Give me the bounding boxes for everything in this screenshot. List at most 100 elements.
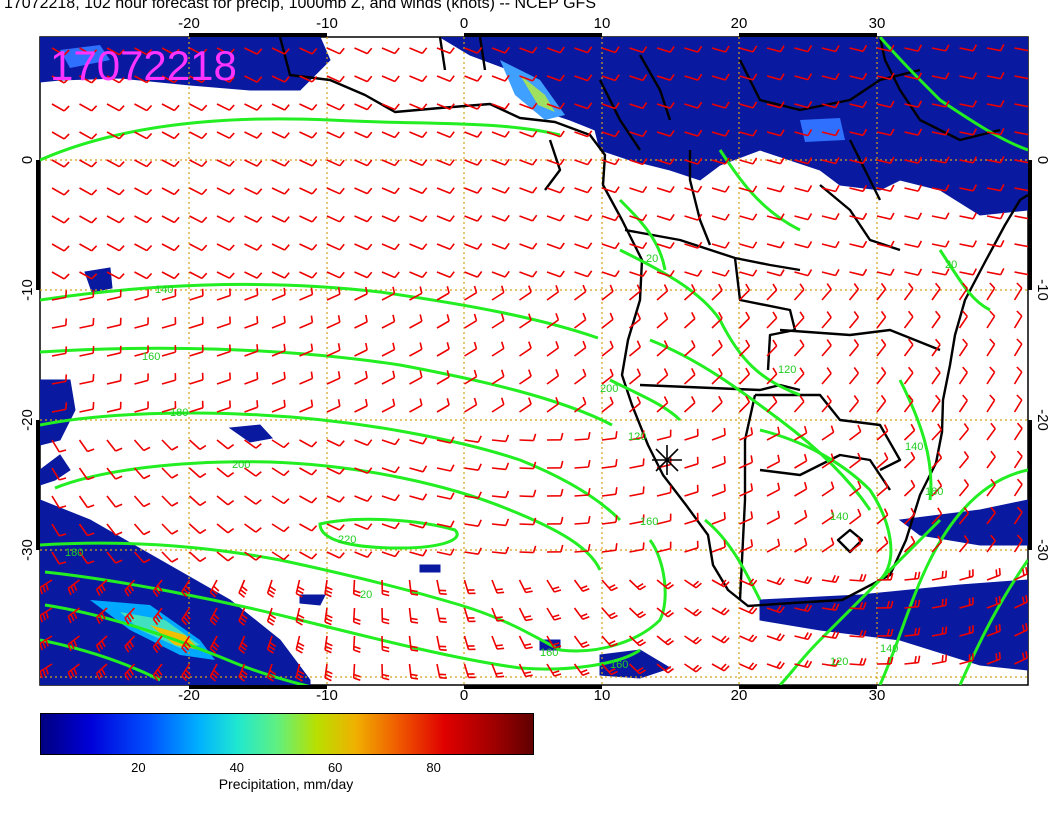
wind-barb [738, 311, 751, 329]
wind-barb [794, 213, 813, 221]
wind-barb [711, 339, 723, 357]
wind-barb [904, 599, 921, 609]
wind-barb [299, 103, 318, 111]
wind-barb [519, 433, 537, 442]
wind-barb [629, 186, 648, 194]
wind-barb [134, 159, 153, 168]
wind-barb [876, 72, 895, 80]
contour-label: 200 [600, 383, 618, 395]
wind-barb [766, 577, 785, 586]
wind-barb [408, 579, 419, 596]
wind-barb [299, 215, 318, 223]
wind-barb [986, 100, 1005, 108]
wind-barb [794, 269, 813, 277]
wind-barb [464, 159, 483, 166]
wind-barb [152, 663, 163, 682]
wind-barb [79, 103, 98, 112]
wind-barb [354, 271, 373, 279]
wind-barb [986, 44, 1005, 52]
wind-barb [959, 653, 974, 665]
wind-barb [931, 423, 943, 441]
wind-barb [189, 271, 208, 280]
wind-barb [903, 423, 916, 441]
wind-barb [711, 101, 730, 109]
wind-barb [601, 270, 620, 278]
wind-barb [574, 242, 593, 250]
wind-barb [299, 187, 318, 195]
wind-barb [931, 128, 950, 136]
wind-barb [244, 75, 263, 83]
wind-barb [931, 212, 950, 220]
wind-barb [546, 74, 565, 82]
wind-barb [189, 75, 208, 84]
wind-barb [519, 270, 538, 278]
wind-barb [876, 100, 895, 108]
wind-barb [986, 568, 1001, 581]
wind-barb [491, 635, 505, 650]
wind-barb [519, 130, 538, 138]
wind-barb [354, 342, 368, 357]
wind-barb [354, 495, 373, 503]
wind-barb [408, 607, 419, 624]
wind-barb [986, 128, 1005, 136]
wind-barb [518, 635, 533, 650]
wind-barb [1013, 422, 1023, 441]
wind-barb [629, 430, 645, 441]
wind-barb [876, 310, 887, 329]
wind-barb [238, 579, 248, 598]
wind-barb [574, 312, 587, 329]
wind-barb [684, 635, 702, 645]
wind-barb [271, 551, 290, 561]
wind-barb [464, 369, 478, 385]
wind-barb [519, 397, 532, 413]
wind-barb [271, 103, 290, 111]
wind-barb [244, 103, 263, 111]
wind-barb [324, 635, 333, 654]
wind-barb [1013, 450, 1023, 469]
wind-barb [491, 579, 505, 594]
wind-barb [51, 131, 70, 140]
wind-barb [216, 372, 231, 385]
wind-barb [409, 398, 423, 413]
wind-barb [684, 663, 702, 673]
wind-barb [711, 157, 730, 165]
wind-barb [629, 486, 645, 497]
wind-barb [352, 635, 361, 653]
wind-barb [574, 74, 593, 82]
wind-barb [739, 634, 758, 643]
wind-barb [876, 338, 887, 357]
wind-barb [738, 339, 751, 357]
wind-barb [711, 185, 730, 193]
wind-barb [958, 366, 968, 385]
wind-barb [793, 395, 805, 413]
wind-barb [133, 439, 151, 452]
wind-barb [959, 44, 978, 52]
wind-barb [656, 340, 669, 357]
wind-barb [216, 75, 235, 83]
wind-barb [381, 607, 390, 625]
wind-barb [684, 269, 703, 277]
wind-barb [848, 283, 860, 301]
wind-barb [299, 315, 314, 329]
wind-barb [67, 635, 80, 652]
wind-barb [821, 129, 840, 137]
date-stamp: 17072218 [50, 42, 237, 89]
wind-barb [628, 663, 647, 675]
wind-barb [601, 158, 620, 166]
wind-barb [464, 271, 483, 278]
wind-barb [656, 541, 672, 553]
wind-barb [1014, 75, 1028, 80]
wind-barb [876, 480, 889, 497]
wind-barb [739, 129, 758, 137]
wind-barb [794, 453, 808, 469]
wind-barb [106, 551, 123, 564]
wind-barb [574, 102, 593, 110]
wind-barb [986, 422, 996, 441]
lat-tick-label: -30 [1034, 539, 1051, 561]
wind-barb [876, 452, 889, 469]
wind-barb [295, 607, 305, 626]
wind-barb [986, 652, 1001, 665]
wind-barb [491, 490, 510, 499]
lat-tick-label: -20 [19, 409, 36, 431]
wind-barb [381, 438, 400, 446]
